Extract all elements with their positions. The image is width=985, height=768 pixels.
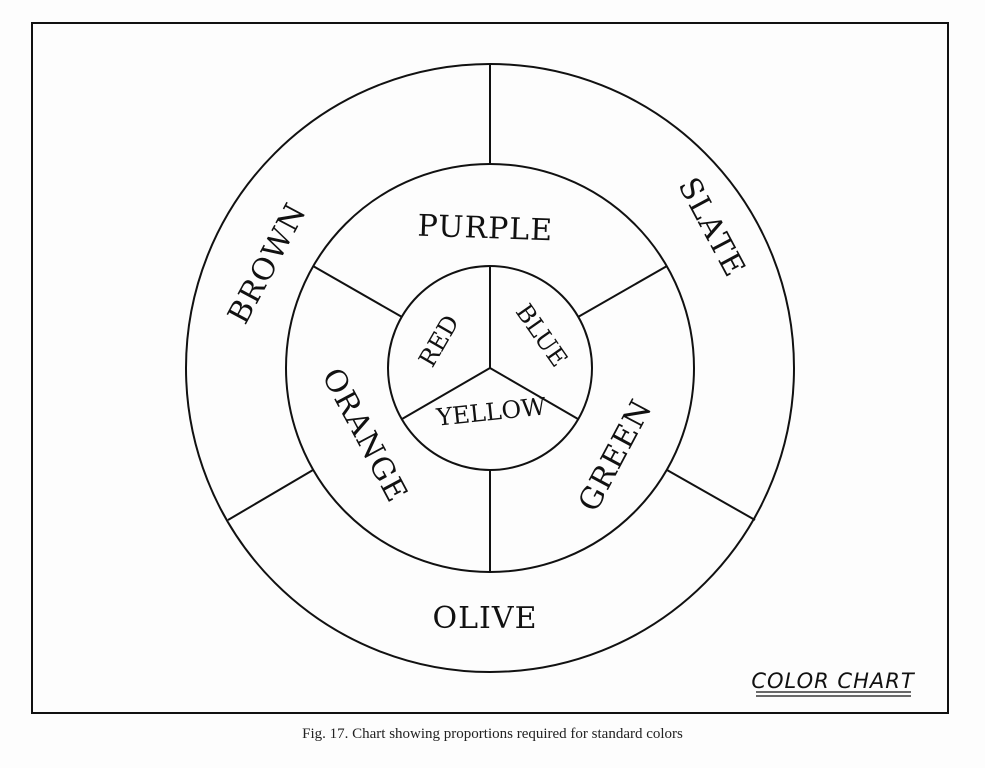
label-yellow: YELLOW [434,392,547,431]
label-brown: BROWN [221,197,314,329]
middle-divider-upper-right [577,265,668,318]
outer-divider-lower-right [666,469,756,521]
label-orange: ORANGE [314,362,414,508]
chart-title: COLOR CHART [751,669,915,693]
label-olive: OLIVE [433,601,538,636]
middle-divider-upper-left [312,265,403,318]
label-blue: BLUE [510,299,573,372]
outer-divider-lower-left [227,469,314,521]
chart-frame [31,22,949,714]
inner-divider-left [401,367,491,420]
figure-caption: Fig. 17. Chart showing proportions requi… [302,726,683,742]
label-slate: SLATE [671,172,752,283]
inner-divider-right [489,367,579,420]
label-purple: PURPLE [417,209,554,249]
label-red: RED [413,310,465,371]
